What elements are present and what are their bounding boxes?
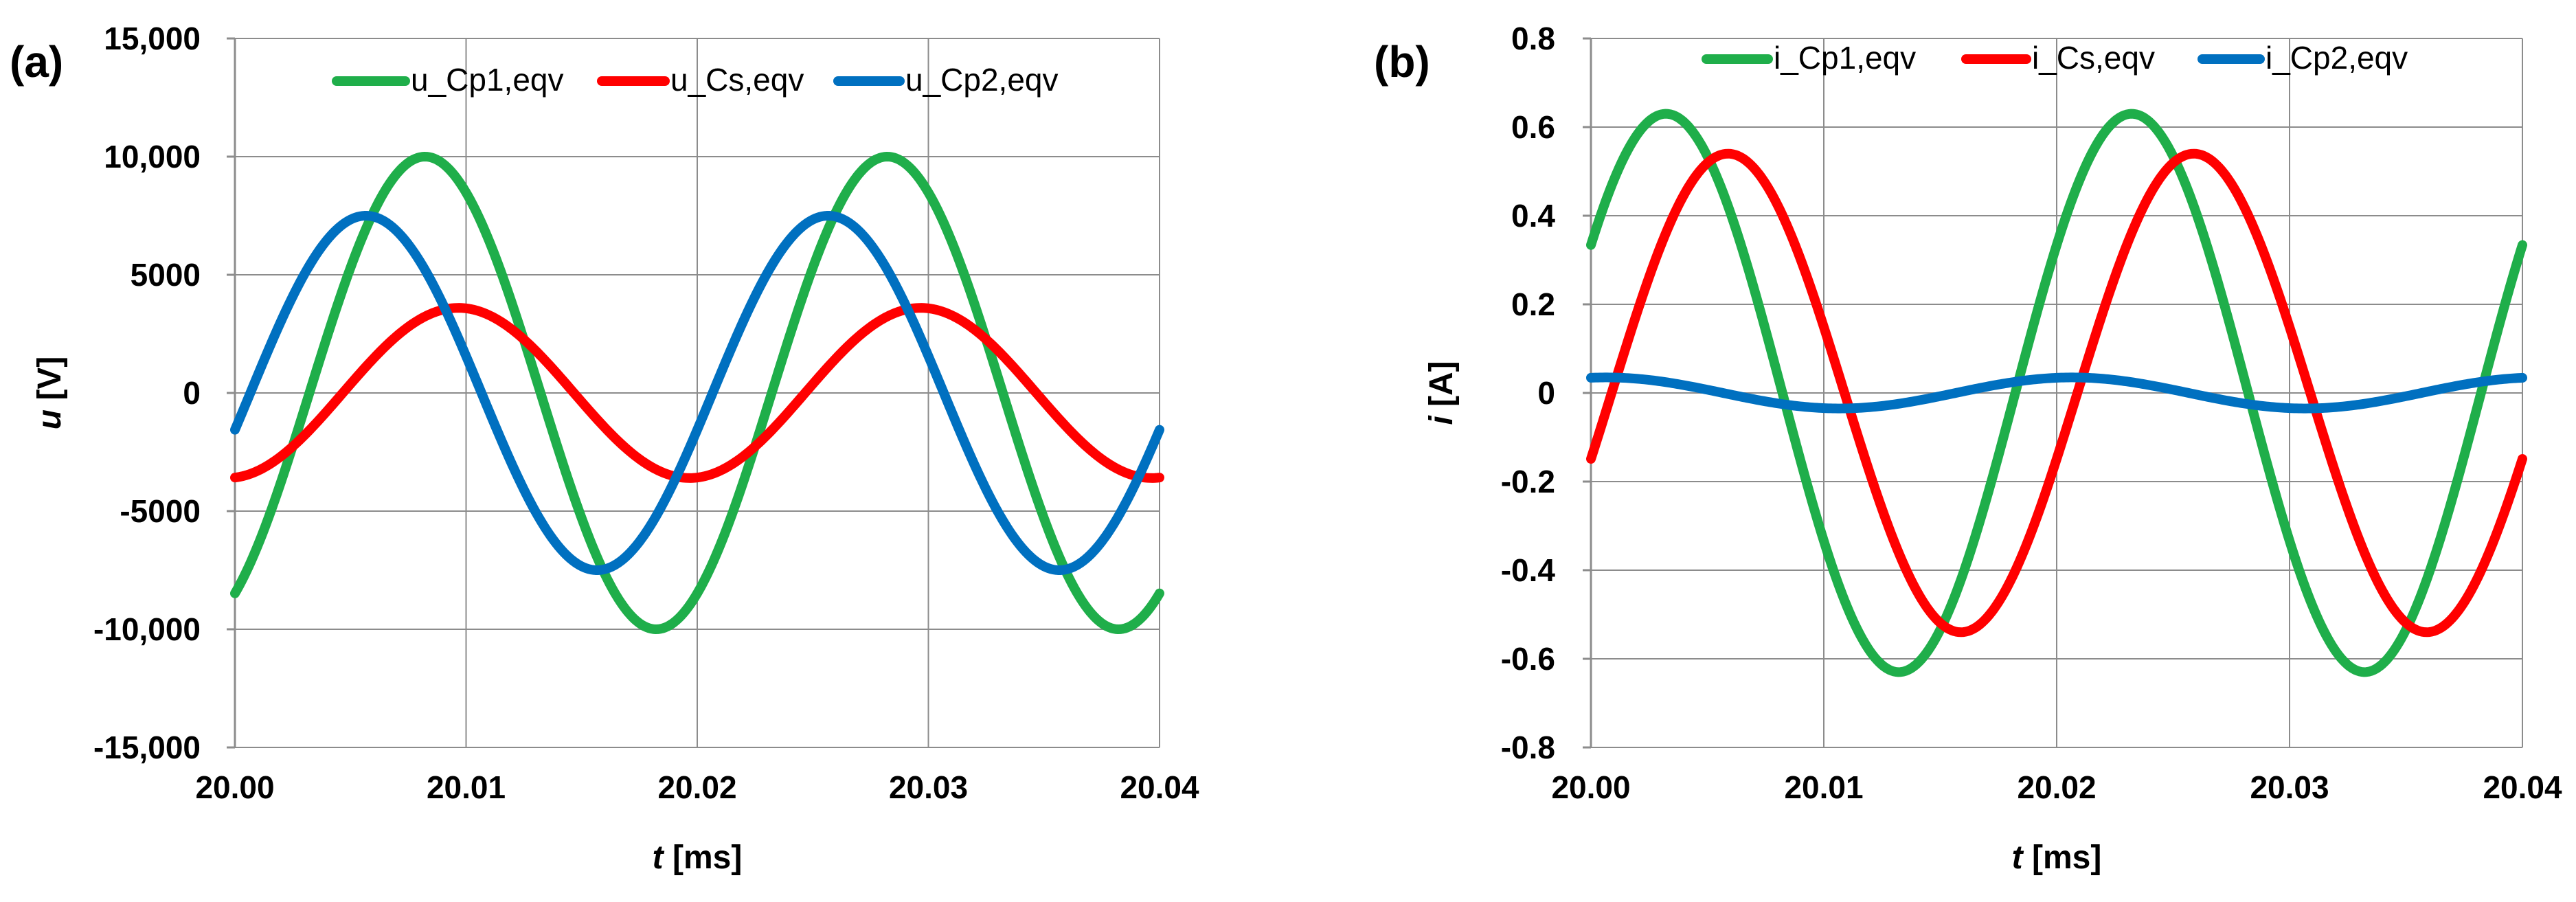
y-tick-label: 0.8 [1511, 21, 1555, 56]
x-tick-label: 20.01 [427, 769, 506, 805]
y-tick-label: 0.6 [1511, 109, 1555, 145]
x-tick-label: 20.01 [1784, 769, 1863, 805]
y-tick-label: 10,000 [104, 139, 201, 174]
legend-label: i_Cp2,eqv [2266, 40, 2408, 76]
y-tick-label: -5000 [120, 493, 201, 529]
x-tick-label: 20.02 [2017, 769, 2096, 805]
series-line-i-cs-eqv [1586, 148, 2527, 638]
x-axis-symbol: t [2012, 839, 2024, 876]
series-line-i-cp2-eqv [1586, 372, 2527, 414]
y-axis-title: i [A] [1423, 361, 1460, 425]
panel-label: (a) [10, 37, 63, 87]
y-tick-label: -0.6 [1501, 641, 1555, 677]
legend-label: u_Cp2,eqv [905, 62, 1059, 98]
x-axis-unit: [ms] [2023, 839, 2102, 876]
y-tick-label: 15,000 [104, 21, 201, 56]
y-tick-label: 0 [1537, 375, 1555, 411]
x-axis-title: t [ms] [2012, 839, 2102, 876]
y-axis-title: u [V] [32, 357, 68, 430]
x-axis-title: t [ms] [653, 839, 743, 876]
x-tick-label: 20.03 [889, 769, 968, 805]
x-tick-label: 20.02 [657, 769, 736, 805]
x-tick-label: 20.04 [2483, 769, 2562, 805]
series-line-u-cs-eqv [230, 303, 1164, 483]
y-axis-symbol: i [1423, 415, 1460, 425]
series-line-i-cp1-eqv [1586, 109, 2527, 677]
y-axis-unit: [V] [32, 357, 68, 409]
y-tick-label: 0.4 [1511, 198, 1555, 234]
legend-label: u_Cp1,eqv [411, 62, 564, 98]
chart-b-current: (b) -0.8 -0.6 -0.4 -0.2 0 0.2 0.4 0.6 0.8 20.00 20.… [1374, 21, 2562, 876]
y-tick-label: 0.2 [1511, 286, 1555, 322]
y-tick-label: -10,000 [93, 611, 201, 647]
legend-label: i_Cs,eqv [2032, 40, 2155, 76]
series-line-u-cp1-eqv [230, 152, 1164, 634]
x-tick-label: 20.00 [195, 769, 274, 805]
chart-a-voltage: (a) -15,000 -10,000 -5000 0 5000 10,000 15,000 2… [10, 21, 1199, 876]
y-tick-label: -0.2 [1501, 464, 1555, 499]
legend-label: i_Cp1,eqv [1774, 40, 1916, 76]
y-tick-label: -15,000 [93, 730, 201, 765]
y-axis-unit: [A] [1423, 361, 1460, 416]
y-tick-label: -0.4 [1501, 552, 1556, 588]
series-line-u-cp2-eqv [230, 211, 1164, 575]
x-tick-label: 20.04 [1120, 769, 1199, 805]
y-axis-symbol: u [32, 409, 68, 429]
panel-label: (b) [1374, 37, 1430, 87]
x-axis-symbol: t [653, 839, 665, 876]
x-tick-label: 20.03 [2250, 769, 2329, 805]
legend-label: u_Cs,eqv [670, 62, 804, 98]
y-tick-label: 0 [183, 375, 201, 411]
y-tick-label: -0.8 [1501, 730, 1555, 765]
x-axis-unit: [ms] [664, 839, 743, 876]
x-tick-label: 20.00 [1551, 769, 1630, 805]
y-tick-label: 5000 [131, 257, 201, 293]
